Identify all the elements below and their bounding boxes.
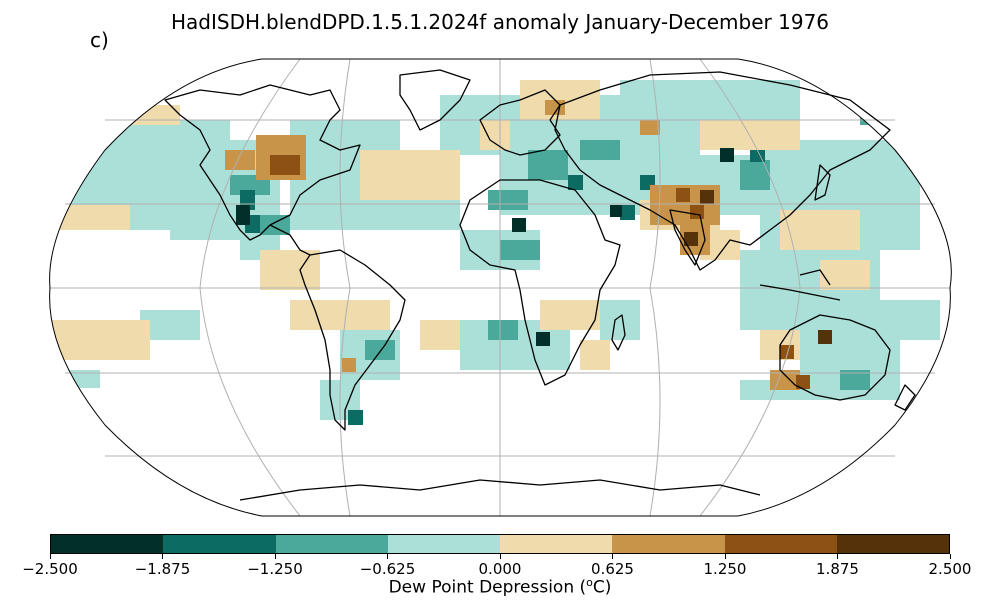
colorbar-tick	[612, 554, 613, 559]
colorbar-tick	[162, 554, 163, 559]
colorbar	[50, 534, 950, 554]
colorbar-tick-label: 1.875	[816, 560, 859, 578]
colorbar-tick	[499, 554, 501, 559]
robinson-map	[49, 58, 952, 517]
colorbar-tick	[949, 554, 951, 559]
colorbar-tick-label: 0.000	[478, 560, 522, 578]
colorbar-segment	[836, 535, 949, 553]
anomaly-cells-darkest-brown	[684, 190, 832, 344]
colorbar-tick	[387, 554, 388, 559]
colorbar-segment	[163, 535, 276, 553]
anomaly-grid	[50, 80, 940, 425]
colorbar-segment	[724, 535, 837, 553]
colorbar-tick-label: 1.250	[703, 560, 747, 578]
colorbar-segment	[275, 535, 388, 553]
colorbar-segment	[612, 535, 725, 553]
colorbar-tick	[837, 554, 838, 559]
colorbar-tick	[274, 554, 276, 559]
colorbar-tick-label: −2.500	[22, 560, 78, 578]
map-title: HadISDH.blendDPD.1.5.1.2024f anomaly Jan…	[170, 10, 830, 34]
anomaly-cells-darkest-teal	[236, 148, 734, 346]
colorbar-label: Dew Point Depression (oC)	[388, 576, 612, 598]
colorbar-segment	[387, 535, 500, 553]
colorbar-tick-label: −0.625	[359, 560, 416, 578]
graticule	[50, 58, 950, 517]
panel-label: c)	[90, 28, 109, 52]
anomaly-cells-brown	[270, 155, 810, 389]
colorbar-segment	[500, 535, 613, 553]
colorbar-tick-label: 0.625	[591, 560, 634, 578]
colorbar-tick-label: −1.250	[247, 560, 303, 578]
colorbar-tick	[49, 554, 51, 559]
colorbar-tick	[724, 554, 726, 559]
colorbar-tick-label: 2.500	[928, 560, 972, 578]
map-boundary	[49, 58, 952, 517]
colorbar-tick-label: −1.875	[134, 560, 191, 578]
colorbar-segment	[51, 535, 164, 553]
anomaly-cells-medium-teal	[230, 105, 890, 390]
coastlines	[164, 69, 916, 501]
